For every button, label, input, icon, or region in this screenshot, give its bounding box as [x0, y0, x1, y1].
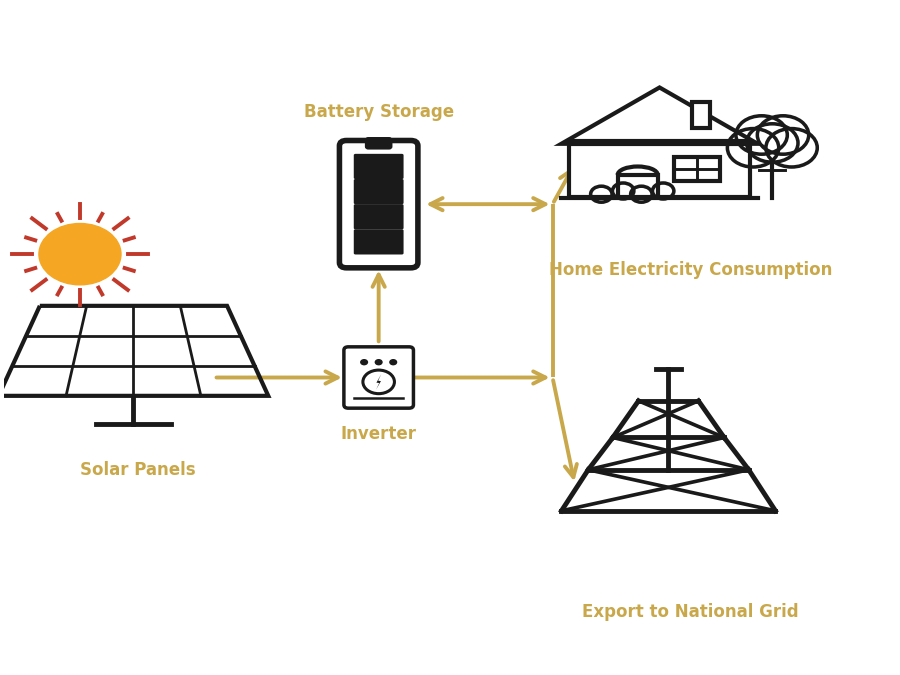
Text: Solar Panels: Solar Panels — [80, 461, 195, 479]
Circle shape — [361, 360, 367, 365]
FancyBboxPatch shape — [354, 230, 403, 254]
Bar — [569, 144, 751, 196]
Circle shape — [375, 360, 382, 365]
Bar — [692, 101, 709, 128]
Bar — [617, 175, 658, 196]
Polygon shape — [376, 374, 382, 389]
Bar — [674, 157, 720, 181]
Text: Inverter: Inverter — [341, 425, 417, 443]
Text: Battery Storage: Battery Storage — [303, 103, 454, 121]
Circle shape — [390, 360, 397, 365]
FancyBboxPatch shape — [354, 154, 403, 179]
FancyBboxPatch shape — [366, 139, 391, 148]
FancyBboxPatch shape — [344, 347, 413, 408]
FancyBboxPatch shape — [339, 140, 418, 268]
Circle shape — [39, 223, 121, 285]
Text: Export to National Grid: Export to National Grid — [582, 603, 799, 621]
FancyBboxPatch shape — [354, 204, 403, 230]
Text: Home Electricity Consumption: Home Electricity Consumption — [549, 261, 832, 279]
FancyBboxPatch shape — [354, 179, 403, 205]
